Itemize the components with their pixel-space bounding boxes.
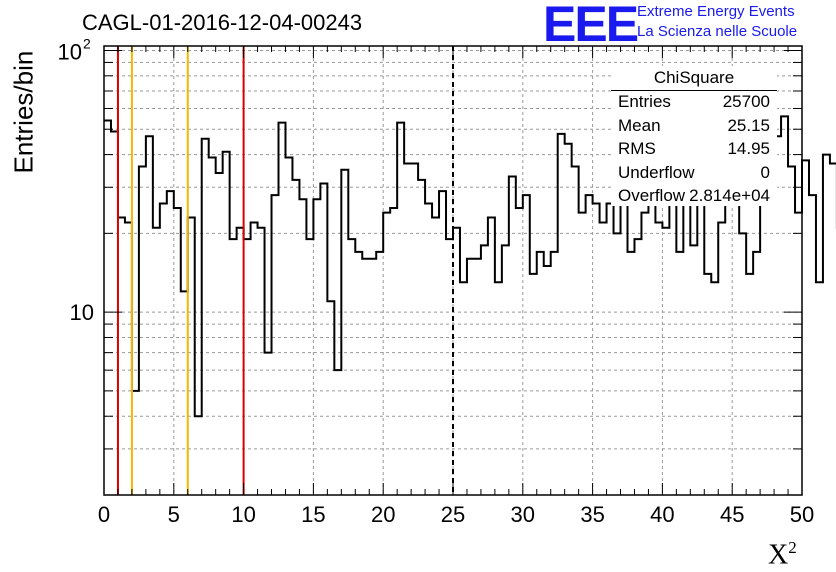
logo-text-line1: Extreme Energy Events bbox=[637, 3, 795, 20]
x-tick-label: 40 bbox=[650, 502, 674, 527]
stats-key: Underflow bbox=[618, 163, 695, 182]
stats-title: ChiSquare bbox=[653, 68, 735, 87]
stats-value: 25.15 bbox=[727, 116, 770, 135]
stats-value: 0 bbox=[760, 163, 770, 182]
stats-value: 25700 bbox=[722, 92, 770, 111]
x-tick-label: 45 bbox=[720, 502, 744, 527]
x-tick-label: 0 bbox=[98, 502, 110, 527]
x-tick-label: 50 bbox=[790, 502, 814, 527]
y-tick-label: 10 bbox=[70, 300, 94, 325]
x-axis-label: X2 bbox=[768, 538, 797, 571]
stats-key: Mean bbox=[618, 116, 661, 135]
x-tick-label: 30 bbox=[511, 502, 535, 527]
x-tick-label: 10 bbox=[231, 502, 255, 527]
stats-divider bbox=[611, 90, 777, 91]
stats-key: Entries bbox=[618, 92, 671, 111]
eee-logo: EEE bbox=[543, 0, 639, 52]
chart-title: CAGL-01-2016-12-04-00243 bbox=[82, 10, 363, 35]
stats-key: Overflow bbox=[618, 186, 686, 205]
x-tick-label: 20 bbox=[371, 502, 395, 527]
stats-value: 2.814e+04 bbox=[689, 186, 770, 205]
y-axis-label: Entries/bin bbox=[8, 50, 39, 174]
stats-row-entries: Entries 25700 bbox=[618, 92, 770, 114]
stats-key: RMS bbox=[618, 139, 656, 158]
stats-box: ChiSquare Entries 25700 Mean 25.15 RMS 1… bbox=[611, 66, 777, 206]
stats-row-rms: RMS 14.95 bbox=[618, 139, 770, 161]
stats-row-underflow: Underflow 0 bbox=[618, 163, 770, 185]
x-tick-label: 35 bbox=[580, 502, 604, 527]
histogram-series bbox=[104, 115, 836, 418]
y-tick-label: 10 bbox=[58, 39, 82, 64]
x-tick-label: 25 bbox=[441, 502, 465, 527]
stats-value: 14.95 bbox=[727, 139, 770, 158]
x-tick-label: 15 bbox=[301, 502, 325, 527]
y-tick-label-exponent: 2 bbox=[83, 35, 91, 51]
stats-row-mean: Mean 25.15 bbox=[618, 116, 770, 138]
stats-row-overflow: Overflow 2.814e+04 bbox=[618, 186, 770, 208]
logo-text-line2: La Scienza nelle Scuole bbox=[637, 23, 798, 40]
x-tick-label: 5 bbox=[168, 502, 180, 527]
